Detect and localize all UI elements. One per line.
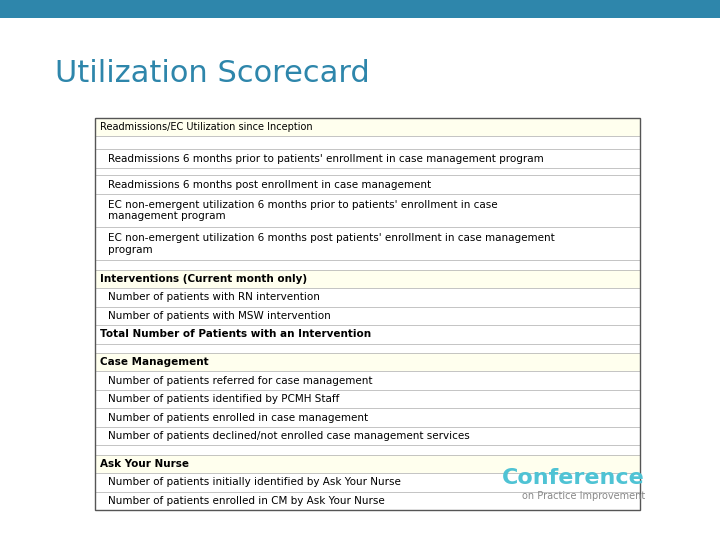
Text: Number of patients with RN intervention: Number of patients with RN intervention xyxy=(108,292,320,302)
Text: Readmissions/EC Utilization since Inception: Readmissions/EC Utilization since Incept… xyxy=(100,122,312,132)
Bar xyxy=(95,408,640,427)
Text: Readmissions 6 months post enrollment in case management: Readmissions 6 months post enrollment in… xyxy=(108,180,431,190)
Text: Number of patients with MSW intervention: Number of patients with MSW intervention xyxy=(108,311,330,321)
Bar xyxy=(95,118,640,510)
Text: EC non-emergent utilization 6 months prior to patients' enrollment in case
manag: EC non-emergent utilization 6 months pri… xyxy=(108,200,498,221)
Text: Case Management: Case Management xyxy=(100,357,209,367)
Bar xyxy=(95,446,640,455)
Text: Number of patients enrolled in case management: Number of patients enrolled in case mana… xyxy=(108,413,368,422)
Bar xyxy=(95,269,640,288)
Text: on Practice Improvement: on Practice Improvement xyxy=(522,491,645,501)
Bar xyxy=(95,307,640,325)
Text: Utilization Scorecard: Utilization Scorecard xyxy=(55,58,370,87)
Bar xyxy=(95,427,640,446)
Text: Number of patients declined/not enrolled case management services: Number of patients declined/not enrolled… xyxy=(108,431,469,441)
Bar xyxy=(95,343,640,353)
Text: Number of patients enrolled in CM by Ask Your Nurse: Number of patients enrolled in CM by Ask… xyxy=(108,496,384,506)
Bar xyxy=(95,372,640,390)
Text: Readmissions 6 months prior to patients' enrollment in case management program: Readmissions 6 months prior to patients'… xyxy=(108,154,544,164)
Text: Number of patients referred for case management: Number of patients referred for case man… xyxy=(108,375,372,386)
Bar xyxy=(95,137,640,150)
Bar xyxy=(95,390,640,408)
Text: Interventions (Current month only): Interventions (Current month only) xyxy=(100,274,307,284)
Text: Total Number of Patients with an Intervention: Total Number of Patients with an Interve… xyxy=(100,329,371,339)
Bar xyxy=(95,473,640,491)
Bar xyxy=(95,118,640,137)
Text: Conference: Conference xyxy=(503,468,645,488)
Text: Number of patients identified by PCMH Staff: Number of patients identified by PCMH St… xyxy=(108,394,339,404)
Bar xyxy=(95,288,640,307)
Bar xyxy=(95,227,640,260)
Text: EC non-emergent utilization 6 months post patients' enrollment in case managemen: EC non-emergent utilization 6 months pos… xyxy=(108,233,554,254)
Bar xyxy=(95,168,640,176)
Bar xyxy=(95,455,640,473)
Bar xyxy=(95,150,640,168)
Text: Ask Your Nurse: Ask Your Nurse xyxy=(100,459,189,469)
Bar xyxy=(95,260,640,269)
Bar xyxy=(0,0,720,18)
Bar xyxy=(95,176,640,194)
Bar xyxy=(95,491,640,510)
Bar xyxy=(95,194,640,227)
Text: Number of patients initially identified by Ask Your Nurse: Number of patients initially identified … xyxy=(108,477,401,487)
Bar xyxy=(95,325,640,343)
Bar xyxy=(95,353,640,372)
